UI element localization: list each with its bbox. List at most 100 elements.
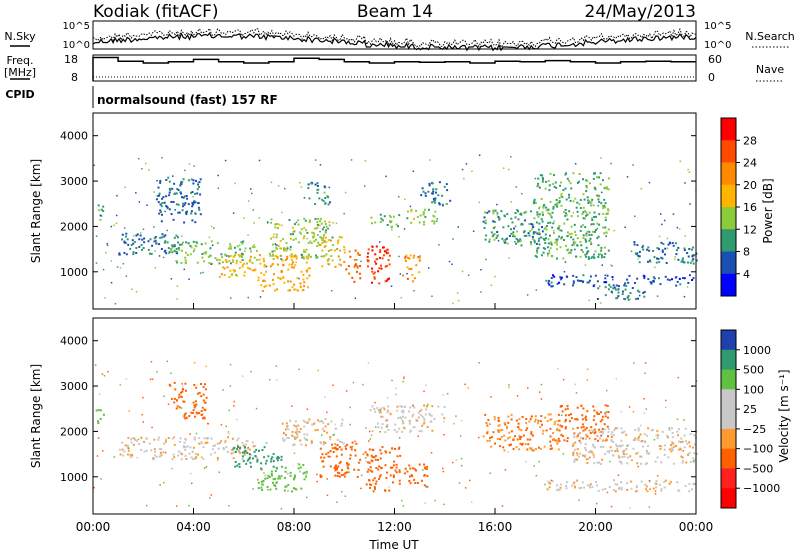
range-cell	[547, 282, 550, 285]
range-cell	[281, 211, 283, 214]
range-cell	[428, 267, 430, 269]
range-cell	[504, 469, 507, 471]
range-cell	[249, 247, 252, 250]
range-cell	[283, 489, 286, 492]
range-cell	[553, 185, 556, 188]
range-cell	[573, 458, 576, 461]
range-cell	[695, 259, 698, 262]
range-cell	[611, 431, 614, 434]
range-cell	[576, 279, 579, 282]
range-cell	[680, 455, 683, 458]
range-cell	[460, 457, 463, 460]
range-cell	[278, 223, 281, 226]
range-cell	[410, 474, 413, 477]
range-cell	[200, 410, 203, 412]
range-cell	[321, 434, 323, 436]
range-cell	[284, 187, 286, 190]
range-cell	[433, 220, 436, 223]
range-cell	[537, 215, 540, 218]
range-cell	[297, 219, 300, 222]
range-cell	[568, 414, 571, 417]
range-cell	[420, 430, 423, 433]
range-cell	[555, 199, 558, 201]
range-cell	[670, 450, 673, 453]
range-cell	[282, 276, 285, 279]
range-cell	[542, 178, 544, 181]
range-cell	[138, 245, 141, 248]
range-cell	[572, 212, 575, 214]
range-cell	[251, 441, 254, 444]
range-cell	[331, 236, 334, 239]
range-cell	[192, 196, 194, 198]
range-cell	[326, 431, 329, 434]
range-cell	[617, 474, 620, 477]
range-cell	[234, 182, 236, 185]
colorbar-swatch	[721, 488, 736, 509]
range-cell	[356, 266, 359, 269]
range-cell	[334, 465, 337, 468]
range-cell	[604, 277, 607, 280]
range-cell	[596, 194, 599, 197]
range-cell	[660, 488, 663, 491]
range-cell	[305, 438, 307, 441]
y-tick-label: 4000	[60, 335, 88, 348]
range-cell	[263, 285, 265, 288]
range-cell	[234, 246, 236, 249]
range-cell	[443, 420, 445, 423]
range-cell	[305, 475, 307, 478]
range-cell	[313, 227, 316, 230]
range-cell	[544, 416, 547, 419]
range-cell	[569, 199, 572, 202]
range-cell	[266, 477, 269, 480]
range-cell	[683, 446, 686, 449]
range-cell	[364, 451, 367, 454]
range-cell	[378, 465, 381, 468]
range-cell	[400, 417, 403, 420]
range-cell	[563, 439, 566, 442]
range-cell	[517, 210, 519, 213]
range-cell	[593, 284, 596, 287]
range-cell	[249, 465, 252, 468]
range-cell	[274, 485, 277, 487]
range-cell	[168, 252, 170, 254]
range-cell	[526, 294, 529, 296]
range-cell	[499, 438, 502, 441]
range-cell	[182, 178, 185, 181]
range-cell	[285, 428, 287, 431]
range-cell	[514, 435, 516, 438]
range-cell	[396, 455, 399, 458]
range-cell	[177, 454, 180, 457]
range-cell	[548, 279, 550, 282]
range-cell	[637, 254, 640, 257]
range-cell	[566, 437, 569, 440]
range-cell	[136, 233, 139, 236]
range-cell	[583, 486, 586, 489]
range-cell	[371, 456, 374, 459]
range-cell	[607, 188, 610, 191]
range-cell	[185, 458, 188, 460]
range-cell	[307, 286, 309, 289]
range-cell	[319, 441, 322, 444]
range-cell	[683, 434, 686, 437]
range-cell	[100, 478, 102, 480]
range-cell	[183, 413, 186, 416]
range-cell	[262, 472, 265, 474]
range-cell	[143, 450, 146, 453]
range-cell	[244, 449, 247, 452]
range-cell	[321, 228, 324, 231]
range-cell	[316, 256, 319, 258]
range-cell	[576, 479, 579, 482]
range-cell	[567, 252, 570, 254]
range-cell	[584, 238, 587, 241]
range-cell	[287, 280, 289, 283]
range-cell	[588, 437, 591, 440]
range-cell	[337, 465, 340, 468]
range-cell	[156, 195, 159, 197]
range-cell	[588, 230, 591, 233]
range-cell	[572, 451, 575, 454]
range-cell	[373, 408, 376, 410]
range-cell	[656, 430, 659, 433]
range-cell	[404, 467, 407, 470]
range-cell	[563, 222, 566, 225]
range-cell	[560, 414, 563, 416]
